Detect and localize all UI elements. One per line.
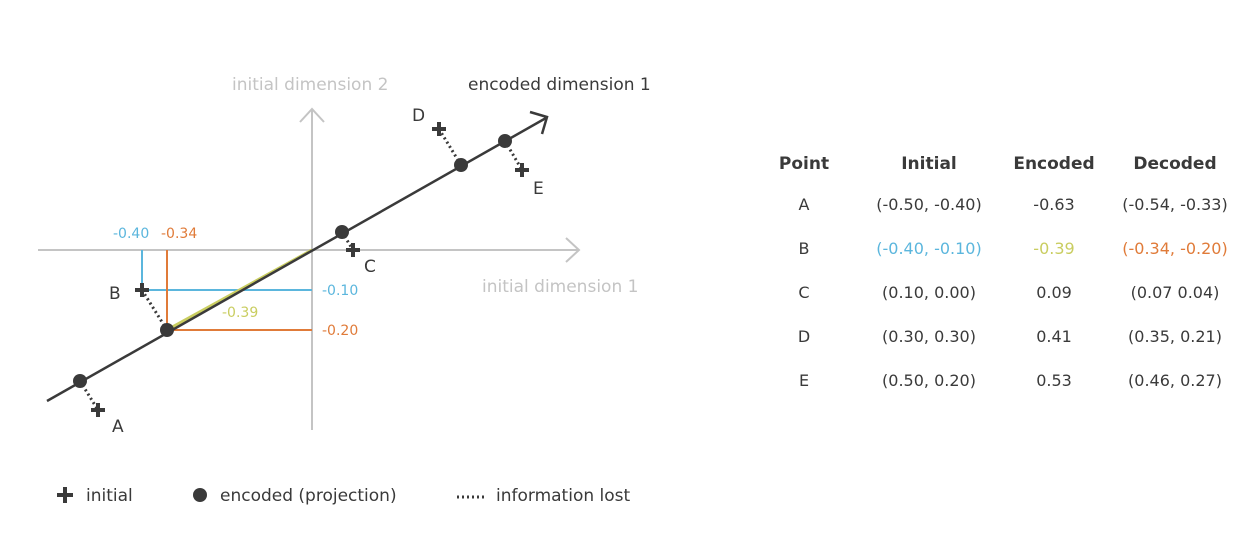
point-d-encoded-dot: [454, 158, 468, 172]
point-e-encoded-dot: [498, 134, 512, 148]
point-c-label: C: [364, 257, 376, 277]
encoded-axis-arrowhead: [529, 110, 549, 135]
point-d-info-lost: [437, 128, 463, 166]
table-row: E (0.50, 0.20) 0.53 (0.46, 0.27): [758, 358, 1250, 402]
point-b-encoded-dot: [160, 323, 174, 337]
header-encoded: Encoded: [1013, 154, 1095, 174]
table-row: B (-0.40, -0.10) -0.39 (-0.34, -0.20): [758, 226, 1250, 270]
point-c-initial-plus: [346, 243, 360, 257]
legend-lost-label: information lost: [496, 486, 631, 506]
table-row: C (0.10, 0.00) 0.09 (0.07 0.04): [758, 270, 1250, 314]
cell-encoded: -0.63: [1033, 194, 1075, 214]
legend-encoded-label: encoded (projection): [220, 486, 397, 506]
cell-initial: (-0.40, -0.10): [876, 238, 982, 258]
cell-point: D: [797, 326, 811, 346]
initial-axis-2-label: initial dimension 2: [232, 75, 388, 95]
point-d-label: D: [412, 106, 425, 126]
encoded-axis-line: [46, 116, 547, 403]
points-table: Point Initial Encoded Decoded A (-0.50, …: [758, 146, 1250, 402]
cell-decoded: (0.07 0.04): [1130, 282, 1220, 302]
point-a-initial-plus: [91, 403, 105, 417]
table-header-row: Point Initial Encoded Decoded: [758, 146, 1250, 182]
projection-diagram: initial dimension 2 initial dimension 1 …: [38, 75, 651, 506]
cell-encoded: 0.53: [1036, 370, 1072, 390]
encoded-value-label: -0.39: [222, 305, 258, 321]
cell-decoded: (-0.54, -0.33): [1122, 194, 1228, 214]
cell-initial: (-0.50, -0.40): [876, 194, 982, 214]
cell-encoded: 0.41: [1036, 326, 1072, 346]
table-row: D (0.30, 0.30) 0.41 (0.35, 0.21): [758, 314, 1250, 358]
cell-encoded: 0.09: [1036, 282, 1072, 302]
legend-plus-icon: [57, 487, 73, 503]
cell-point: E: [798, 370, 810, 390]
cell-decoded: (0.46, 0.27): [1128, 370, 1222, 390]
point-e-initial-plus: [515, 163, 529, 177]
point-c-encoded-dot: [335, 225, 349, 239]
header-decoded: Decoded: [1133, 154, 1217, 174]
cell-initial: (0.10, 0.00): [882, 282, 976, 302]
initial-axis-1-arrowhead: [565, 237, 581, 263]
point-b-initial-plus: [135, 283, 149, 297]
legend-dot-icon: [193, 488, 207, 502]
point-b-info-lost: [140, 289, 169, 331]
point-a-label: A: [112, 417, 124, 437]
cell-point: B: [798, 238, 810, 258]
legend-initial-label: initial: [86, 486, 133, 506]
initial-axis-1-label: initial dimension 1: [482, 277, 638, 297]
cell-decoded: (-0.34, -0.20): [1122, 238, 1228, 258]
blue-x-value-label: -0.40: [113, 226, 149, 242]
orange-y-value-label: -0.20: [322, 323, 358, 339]
header-initial: Initial: [901, 154, 957, 174]
encoded-axis-label: encoded dimension 1: [468, 75, 651, 95]
table-row: A (-0.50, -0.40) -0.63 (-0.54, -0.33): [758, 182, 1250, 226]
cell-point: A: [798, 194, 810, 214]
cell-encoded: -0.39: [1033, 238, 1075, 258]
cell-point: C: [798, 282, 810, 302]
point-c-info-lost: [340, 231, 355, 251]
blue-y-value-label: -0.10: [322, 283, 358, 299]
cell-decoded: (0.35, 0.21): [1128, 326, 1222, 346]
point-e-label: E: [533, 179, 544, 199]
point-a-encoded-dot: [73, 374, 87, 388]
cell-initial: (0.30, 0.30): [882, 326, 976, 346]
point-b-label: B: [109, 284, 121, 304]
cell-initial: (0.50, 0.20): [882, 370, 976, 390]
point-d-initial-plus: [432, 122, 446, 136]
header-point: Point: [778, 154, 830, 174]
initial-axis-2-arrowhead: [299, 107, 325, 123]
orange-x-value-label: -0.34: [161, 226, 197, 242]
